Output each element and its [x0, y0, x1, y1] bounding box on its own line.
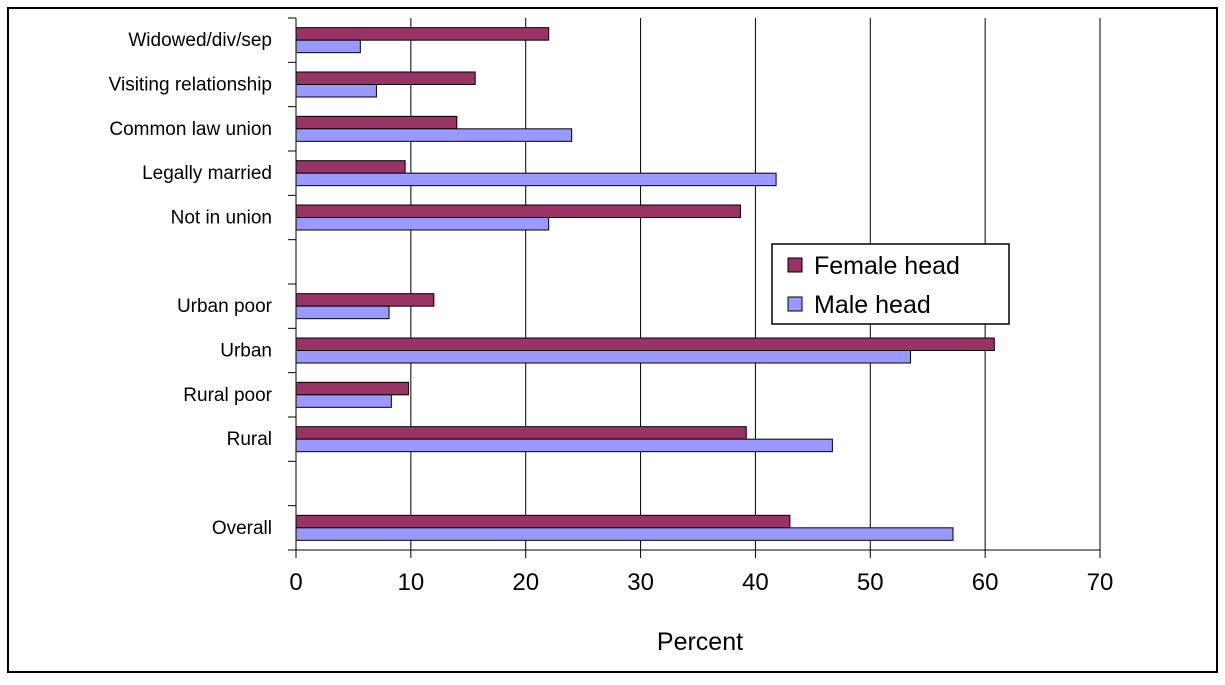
bar-female-head-visiting-relationship	[295, 71, 476, 85]
x-tick-label-30: 30	[627, 569, 654, 596]
bar-male-head-not-in-union	[295, 217, 550, 231]
bar-male-head-overall	[295, 527, 954, 541]
bar-male-head-visiting-relationship	[295, 84, 377, 98]
category-label-visiting-relationship: Visiting relationship	[109, 75, 272, 96]
category-label-widowed-div-sep: Widowed/div/sep	[128, 30, 272, 51]
bar-male-head-urban	[295, 350, 911, 364]
bar-male-head-rural	[295, 438, 833, 453]
bar-female-head-not-in-union	[295, 204, 741, 218]
legend-swatch-female-head	[787, 257, 803, 273]
bar-female-head-legally-married	[295, 160, 406, 174]
bar-female-head-overall	[295, 514, 791, 529]
bar-female-head-urban-poor	[295, 293, 435, 307]
category-label-rural-poor: Rural poor	[183, 385, 272, 406]
category-label-rural: Rural	[227, 429, 272, 450]
legend-label-male-head: Male head	[814, 291, 931, 319]
bar-male-head-common-law-union	[295, 128, 573, 142]
category-label-urban-poor: Urban poor	[177, 296, 273, 317]
axes	[288, 17, 1101, 558]
bar-male-head-urban-poor	[295, 305, 390, 320]
x-axis-title: Percent	[657, 628, 743, 656]
labels: 0 10 20 30 40 50 60 70 Widowed/div/sep Visiting r…	[109, 30, 1114, 596]
x-tick-label-0: 0	[289, 569, 302, 596]
bar-male-head-rural-poor	[295, 394, 392, 408]
bar-female-head-widowed-div-sep	[295, 27, 550, 41]
legend-box	[771, 243, 1010, 325]
category-label-common-law-union: Common law union	[109, 119, 272, 140]
x-tick-label-60: 60	[972, 569, 999, 596]
bar-female-head-common-law-union	[295, 115, 458, 130]
legend-swatch-male-head	[787, 296, 803, 312]
x-tick-label-20: 20	[512, 569, 539, 596]
bar-female-head-rural	[295, 426, 747, 440]
category-label-urban: Urban	[220, 341, 272, 362]
legend: Female head Male head	[771, 243, 1010, 325]
bar-female-head-urban	[295, 337, 995, 351]
x-tick-label-40: 40	[742, 569, 769, 596]
legend-label-female-head: Female head	[814, 252, 960, 280]
x-tick-label-50: 50	[857, 569, 884, 596]
bar-male-head-widowed-div-sep	[295, 39, 361, 54]
category-label-overall: Overall	[212, 518, 272, 539]
x-tick-label-10: 10	[398, 569, 425, 596]
bars	[295, 27, 995, 541]
bar-female-head-rural-poor	[295, 381, 410, 396]
category-label-not-in-union: Not in union	[171, 208, 272, 229]
category-label-legally-married: Legally married	[142, 163, 272, 184]
x-tick-label-70: 70	[1087, 569, 1114, 596]
bar-male-head-legally-married	[295, 172, 777, 187]
